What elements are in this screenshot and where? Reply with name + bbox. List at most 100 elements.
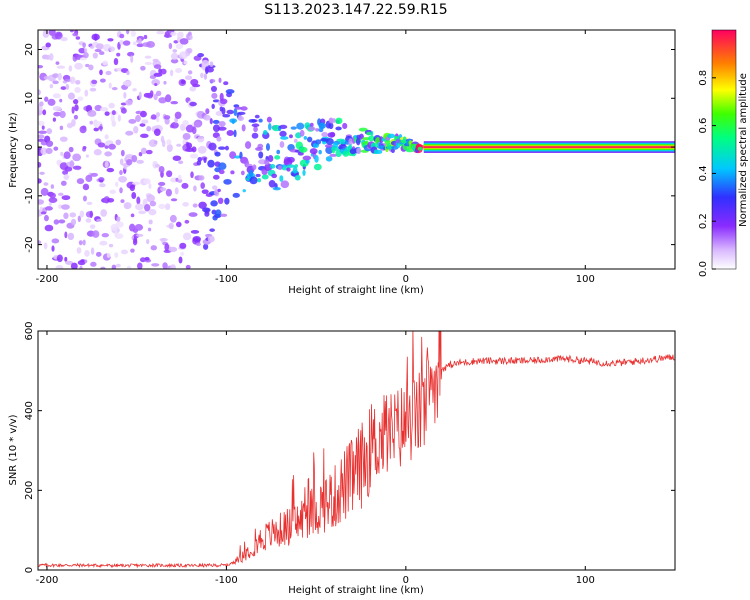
spectrogram-cell [132,238,138,246]
snr-x-tick-label: -100 [215,575,238,586]
spectrogram-cell [153,128,161,137]
spectrogram-cell [132,88,137,92]
spectrogram-cell [41,125,45,130]
spectrogram-y-ticks: -20 -10 0 10 20 [24,43,675,253]
spectrogram-cell [289,134,293,139]
snr-y-tick-label: 0 [24,567,35,573]
spectrogram-y-tick-label: -20 [24,236,35,252]
spectrogram-cell [52,73,59,78]
spectrogram-cell [102,60,108,66]
spectrogram-cell [45,206,53,211]
spectrogram-cell [80,259,86,263]
spectrogram-cell [53,146,59,151]
spectrogram-cell [251,123,260,128]
spectrogram-x-tick-label: -100 [215,274,238,285]
spectrogram-cell [78,240,83,246]
spectrogram-cell [137,262,143,269]
spectrogram-cell [44,96,49,102]
spectrogram-cell [119,39,124,45]
spectrogram-cell [62,170,69,176]
spectrogram-cell [125,99,133,106]
spectrogram-cell [52,80,59,85]
spectrogram-cell [237,116,244,121]
spectrogram-cell [203,243,209,250]
spectrogram-cell [191,146,197,153]
spectrogram-cell [164,243,170,252]
spectrogram-cell [191,126,197,135]
spectrogram-cell [182,133,191,140]
spectrogram-cell [108,243,114,248]
spectrogram-cell [44,224,54,232]
spectrogram-cell [218,162,227,170]
spectrogram-cell [264,159,270,166]
spectrogram-cell [115,263,121,268]
spectrogram-cell [287,156,295,163]
spectrogram-cell [68,146,74,153]
spectrogram-cell [94,33,98,42]
spectrogram-cell [168,222,174,230]
spectrogram-cell [110,114,115,122]
spectrogram-cell [335,126,342,131]
spectrogram-cell [58,204,62,209]
spectrogram-cell [136,43,144,48]
spectrogram-cell [105,70,112,76]
spectrogram-cell [280,136,289,140]
spectrogram-cell [197,52,205,58]
spectrogram-cell [74,104,79,112]
spectrogram-cell [315,139,322,145]
spectrogram-cell [39,206,43,212]
spectrogram-cell [280,180,290,189]
spectrogram-cell [169,69,174,77]
spectrogram-cell [168,246,178,253]
spectrogram-cell [38,240,42,245]
spectrogram-cell [189,34,193,40]
spectrogram-cell [148,183,152,190]
spectrogram-cell [45,140,54,147]
spectrogram-cell [274,155,281,160]
spectrogram-cell [262,129,268,136]
spectrogram-cell [279,130,287,137]
spectrogram-cell [296,122,305,130]
spectrogram-cell [342,122,348,130]
spectrogram-cell [57,72,62,81]
spectrogram-cell [164,117,170,125]
spectrogram-cell [72,32,79,37]
spectrogram-cell [111,110,116,116]
spectrogram-cell [257,177,262,183]
spectrogram-cell [117,114,121,122]
spectrogram-cell [162,262,168,269]
spectrogram-cell [38,70,40,76]
spectrogram-cell [237,111,246,115]
spectrogram-cell [98,126,103,130]
spectrogram-cell [38,104,43,112]
spectrogram-cell [302,169,306,176]
spectrogram-cell [181,182,189,189]
spectrogram-cell [52,106,62,112]
colorbar-tick-label: 0.6 [698,118,709,134]
spectrogram-cell [170,198,178,202]
spectrogram-cell [38,178,42,184]
spectrogram-cell [64,231,68,239]
spectrogram-cell [150,114,157,120]
snr-y-tick-label: 600 [24,321,35,340]
spectrogram-cell [73,114,79,120]
spectrogram-cell [178,160,184,165]
spectrogram-cell [185,264,191,269]
spectrogram-cell [210,85,217,93]
spectrogram-cell [92,230,100,238]
spectrogram-cell [70,262,78,269]
spectrogram-cell [39,171,45,175]
spectrogram-cell [88,64,94,71]
spectrogram-cell [118,175,127,183]
spectrogram-cell [177,178,183,183]
spectrogram-cell [38,199,45,205]
spectrogram-y-tick-label: -10 [24,188,35,204]
spectrogram-cell [232,192,240,198]
spectrogram-cell [161,139,166,148]
spectrogram-cell [79,265,83,269]
spectrogram-cell [38,120,45,126]
spectrogram-cell [67,92,75,100]
snr-x-tick-label: 0 [403,575,409,586]
spectrogram-cell [169,214,177,223]
